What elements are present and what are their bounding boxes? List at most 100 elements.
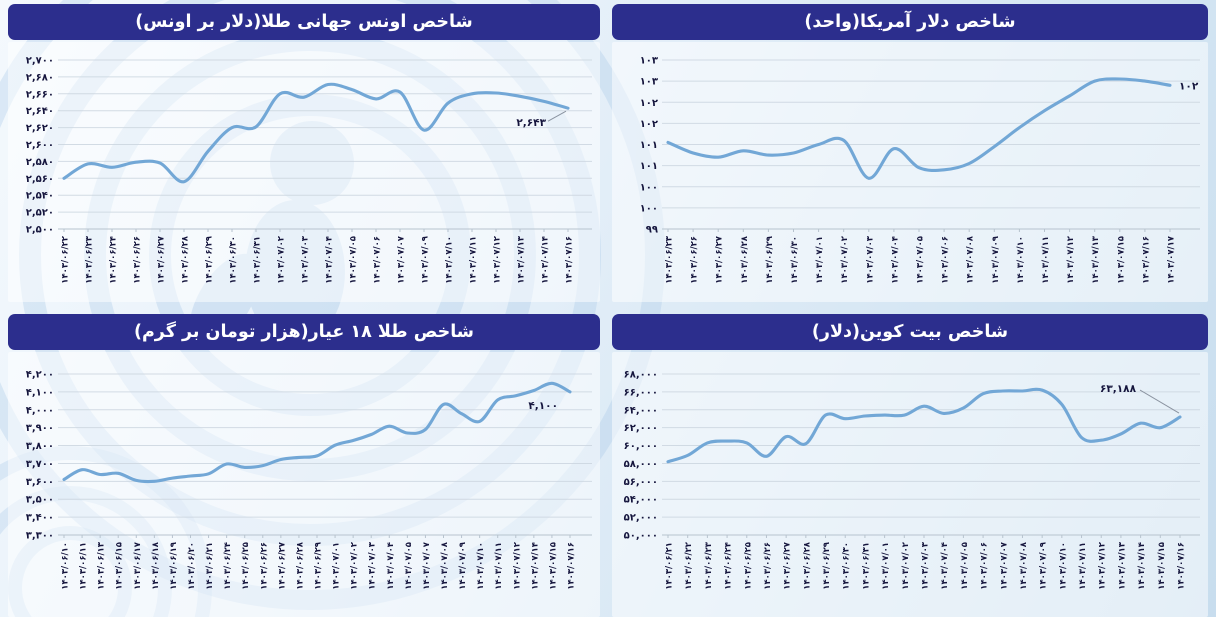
x-tick-label: ۱۴۰۳/۰۷/۰۱ [332,542,342,590]
x-tick-label: ۱۴۰۳/۰۷/۱۴ [1137,542,1147,590]
y-tick-label: ۲,۷۰۰ [26,56,54,67]
x-tick-label: ۱۴۰۳/۰۷/۰۶ [980,542,990,590]
y-tick-label: ۱۰۱ [640,161,658,172]
x-tick-label: ۱۴۰۳/۰۷/۰۴ [386,542,396,590]
x-tick-label: ۱۴۰۳/۰۶/۲۹ [314,541,324,590]
x-tick-label: ۱۴۰۳/۰۶/۲۰ [187,542,197,590]
x-tick-label: ۱۴۰۳/۰۶/۳۰ [790,236,800,284]
y-tick-label: ۱۰۱ [640,140,658,151]
x-tick-label: ۱۴۰۳/۰۶/۲۴ [223,542,233,590]
svg-text:۱۰۲: ۱۰۲ [1179,80,1199,92]
svg-text:۲,۶۴۳: ۲,۶۴۳ [516,117,546,129]
x-axis-labels: ۱۴۰۳/۰۶/۲۲ ۱۴۰۳/۰۶/۲۳ ۱۴۰۳/۰۶/۲۴ ۱۴۰۳/۰۶/۲۶… [61,229,575,284]
y-tick-label: ۳,۷۰۰ [26,459,54,470]
x-tick-label: ۱۴۰۳/۰۷/۰۸ [1019,541,1029,590]
x-tick-label: ۱۴۰۳/۰۷/۰۲ [277,235,287,284]
x-tick-label: ۱۴۰۳/۰۷/۱۰ [1058,542,1068,590]
y-tick-label: ۶۰,۰۰۰ [624,441,658,452]
last-value-label: ۶۳,۱۸۸ [1100,383,1180,414]
usd-index-series-line [666,77,1172,180]
x-tick-label: ۱۴۰۳/۰۶/۱۰ [61,542,71,590]
y-tick-label: ۲,۶۲۰ [26,123,54,134]
y-tick-label: ۲,۶۴۰ [26,106,54,117]
x-tick-label: ۱۴۰۳/۰۷/۰۲ [840,235,850,284]
x-tick-label: ۱۴۰۳/۰۶/۲۸ [295,541,305,590]
x-tick-label: ۱۴۰۳/۰۷/۱۲ [493,235,503,284]
svg-text:۴,۱۰۰: ۴,۱۰۰ [528,400,558,412]
y-tick-label: ۶۲,۰۰۰ [624,423,658,434]
x-tick-label: ۱۴۰۳/۰۶/۲۶ [259,542,269,590]
x-tick-label: ۱۴۰۳/۰۶/۲۴ [724,542,734,590]
x-tick-label: ۱۴۰۳/۰۶/۲۲ [684,541,694,590]
x-tick-label: ۱۴۰۳/۰۷/۰۹ [991,235,1001,284]
y-tick-label: ۳,۳۰۰ [26,531,54,542]
y-axis-labels: ۱۰۳ ۱۰۳ ۱۰۲ ۱۰۲ ۱۰۱ ۱۰۱ ۱۰۰ ۱۰۰ ۹۹ [640,56,658,236]
y-tick-label: ۵۶,۰۰۰ [624,477,658,488]
x-axis-labels: ۱۴۰۳/۰۶/۲۳ ۱۴۰۳/۰۶/۲۶ ۱۴۰۳/۰۶/۲۷ ۱۴۰۳/۰۶/۲۸… [665,229,1177,284]
x-tick-label: ۱۴۰۳/۰۷/۱۱ [469,236,479,284]
y-tick-label: ۱۰۲ [640,119,658,130]
x-tick-label: ۱۴۰۳/۰۷/۰۵ [349,236,359,284]
x-tick-label: ۱۴۰۳/۰۷/۰۳ [921,541,931,590]
x-tick-label: ۱۴۰۳/۰۷/۱۱ [494,542,504,590]
x-tick-label: ۱۴۰۳/۰۶/۲۵ [743,542,753,590]
y-axis-labels: ۲,۷۰۰ ۲,۶۸۰ ۲,۶۶۰ ۲,۶۴۰ ۲,۶۲۰ ۲,۶۰۰ ۲,۵۸۰ ۲,۵۶۰… [26,56,54,236]
x-tick-label: ۱۴۰۳/۰۷/۰۱ [881,542,891,590]
x-tick-label: ۱۴۰۳/۰۶/۲۹ [822,541,832,590]
x-tick-label: ۱۴۰۳/۰۶/۱۹ [169,541,179,590]
x-tick-label: ۱۴۰۳/۰۶/۲۷ [783,541,793,590]
x-tick-label: ۱۴۰۳/۰۷/۱۰ [1016,236,1026,284]
x-tick-label: ۱۴۰۳/۰۷/۰۷ [397,235,407,284]
chart-title-gold-18k: شاخص طلا ۱۸ عیار(هزار تومان بر گرم) [8,314,600,350]
x-tick-label: ۱۴۰۳/۰۶/۲۸ [802,541,812,590]
x-tick-label: ۱۴۰۳/۰۶/۲۵ [241,542,251,590]
y-tick-label: ۴,۰۰۰ [26,405,54,416]
gold-18k-series-line [62,381,572,484]
x-tick-label: ۱۴۰۳/۰۷/۱۲ [1098,541,1108,590]
x-tick-label: ۱۴۰۳/۰۷/۰۶ [941,236,951,284]
x-tick-label: ۱۴۰۳/۰۶/۲۳ [665,235,675,284]
y-tick-label: ۶۸,۰۰۰ [624,370,658,381]
x-tick-label: ۱۴۰۳/۰۷/۱۲ [1066,235,1076,284]
x-tick-label: ۱۴۰۳/۰۶/۲۶ [690,236,700,284]
x-tick-label: ۱۴۰۳/۰۷/۱۰ [476,542,486,590]
x-tick-label: ۱۴۰۳/۰۷/۱۶ [567,542,577,590]
y-tick-label: ۹۹ [646,225,658,236]
x-tick-label: ۱۴۰۳/۰۶/۲۸ [181,235,191,284]
gold-ounce-line-chart: ۲,۷۰۰ ۲,۶۸۰ ۲,۶۶۰ ۲,۶۴۰ ۲,۶۲۰ ۲,۶۰۰ ۲,۵۸۰ ۲,۵۶۰… [8,42,600,302]
x-tick-label: ۱۴۰۳/۰۷/۰۱ [815,236,825,284]
y-tick-label: ۲,۵۸۰ [26,157,54,168]
x-tick-label: ۱۴۰۳/۰۷/۱۶ [565,236,575,284]
x-tick-label: ۱۴۰۳/۰۷/۰۹ [421,235,431,284]
y-tick-label: ۶۴,۰۰۰ [624,405,658,416]
x-tick-label: ۱۴۰۳/۰۶/۲۲ [61,235,71,284]
x-tick-label: ۱۴۰۳/۰۷/۰۵ [960,542,970,590]
x-tick-label: ۱۴۰۳/۰۷/۱۴ [541,236,551,284]
y-tick-label: ۳,۹۰۰ [26,423,54,434]
x-tick-label: ۱۴۰۳/۰۷/۰۶ [373,236,383,284]
chart-panel-gold-18k: شاخص طلا ۱۸ عیار(هزار تومان بر گرم) ۴,۲۰… [8,314,600,617]
x-tick-label: ۱۴۰۳/۰۶/۲۷ [157,235,167,284]
x-tick-label: ۱۴۰۳/۰۶/۲۱ [205,542,215,590]
x-tick-label: ۱۴۰۳/۰۷/۰۳ [865,235,875,284]
x-tick-label: ۱۴۰۳/۰۷/۱۳ [1091,235,1101,284]
x-axis-labels: ۱۴۰۳/۰۶/۱۰ ۱۴۰۳/۰۶/۱۱ ۱۴۰۳/۰۶/۱۳ ۱۴۰۳/۰۶/۱۵… [61,535,577,590]
gridlines [662,373,1200,536]
x-axis-labels: ۱۴۰۳/۰۶/۲۱ ۱۴۰۳/۰۶/۲۲ ۱۴۰۳/۰۶/۲۳ ۱۴۰۳/۰۶/۲۴… [665,535,1187,590]
x-tick-label: ۱۴۰۳/۰۶/۳۱ [861,542,871,590]
x-tick-label: ۱۴۰۳/۰۶/۳۰ [842,542,852,590]
y-tick-label: ۱۰۰ [640,182,658,193]
x-tick-label: ۱۴۰۳/۰۶/۳۱ [253,236,263,284]
y-tick-label: ۱۰۳ [640,77,658,88]
y-tick-label: ۲,۶۰۰ [26,140,54,151]
x-tick-label: ۱۴۰۳/۰۷/۱۴ [530,542,540,590]
x-tick-label: ۱۴۰۳/۰۷/۱۳ [1117,541,1127,590]
x-tick-label: ۱۴۰۳/۰۶/۲۳ [85,235,95,284]
gold-18k-line-chart: ۴,۲۰۰ ۴,۱۰۰ ۴,۰۰۰ ۳,۹۰۰ ۳,۸۰۰ ۳,۷۰۰ ۳,۶۰۰ ۳,۵۰۰… [8,352,600,617]
x-tick-label: ۱۴۰۳/۰۷/۰۲ [350,541,360,590]
x-tick-label: ۱۴۰۳/۰۶/۲۹ [765,235,775,284]
chart-title-bitcoin: شاخص بیت کوین(دلار) [612,314,1208,350]
y-tick-label: ۱۰۰ [640,203,658,214]
